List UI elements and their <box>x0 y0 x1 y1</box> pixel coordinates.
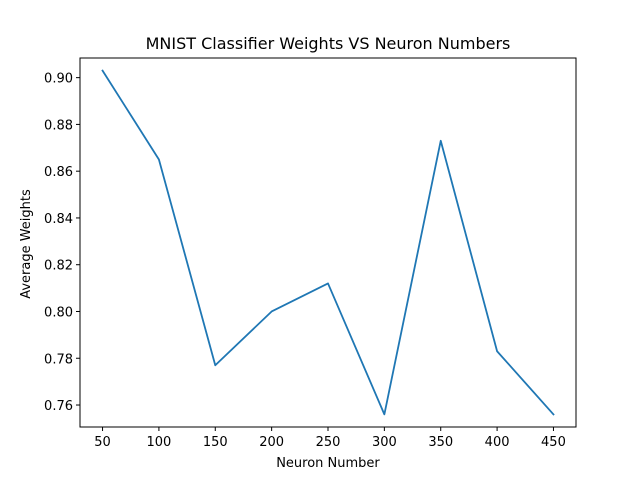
axis-ticks: 50 100 150 200 250 300 350 400 450 0.76 0.78 0.80 0.… <box>44 72 566 450</box>
y-tick-label: 0.76 <box>44 399 73 414</box>
series-line-0 <box>101 69 555 416</box>
y-tick-label: 0.82 <box>44 259 73 274</box>
x-tick-label: 250 <box>316 435 341 450</box>
x-tick-label: 150 <box>203 435 228 450</box>
x-axis-label: Neuron Number <box>276 456 380 471</box>
chart-title: MNIST Classifier Weights VS Neuron Numbe… <box>146 34 511 53</box>
x-tick-label: 100 <box>146 435 171 450</box>
x-tick-label: 350 <box>428 435 453 450</box>
x-tick-label: 450 <box>541 435 566 450</box>
x-tick-label: 400 <box>485 435 510 450</box>
y-tick-label: 0.84 <box>44 212 73 227</box>
y-tick-label: 0.80 <box>44 305 73 320</box>
x-tick-label: 300 <box>372 435 397 450</box>
y-tick-label: 0.90 <box>44 72 73 87</box>
x-tick-label: 50 <box>94 435 111 450</box>
plot-area <box>101 69 555 416</box>
axes-frame <box>79 57 577 428</box>
y-tick-label: 0.78 <box>44 352 73 367</box>
x-tick-label: 200 <box>259 435 284 450</box>
y-axis-label: Average Weights <box>19 189 34 299</box>
y-tick-label: 0.86 <box>44 165 73 180</box>
y-tick-label: 0.88 <box>44 118 73 133</box>
